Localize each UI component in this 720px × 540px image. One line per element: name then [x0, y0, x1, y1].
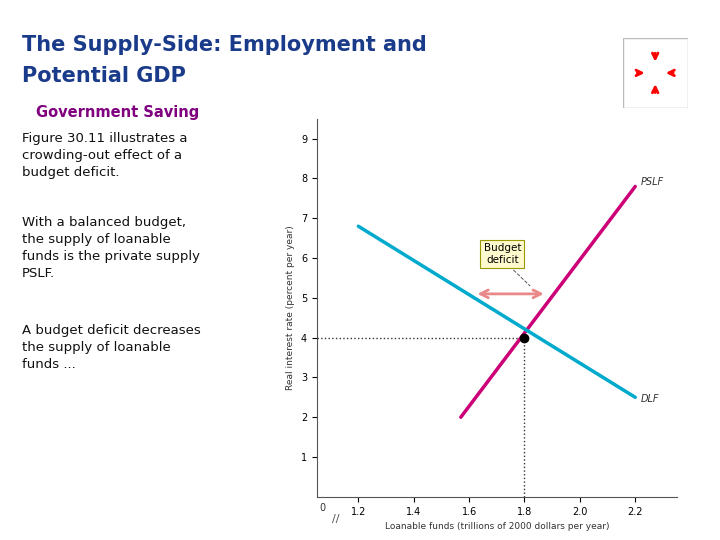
Text: The Supply-Side: Employment and: The Supply-Side: Employment and — [22, 35, 426, 55]
Text: With a balanced budget,
the supply of loanable
funds is the private supply
PSLF.: With a balanced budget, the supply of lo… — [22, 216, 199, 280]
Text: A budget deficit decreases
the supply of loanable
funds ...: A budget deficit decreases the supply of… — [22, 324, 200, 371]
Y-axis label: Real interest rate (percent per year): Real interest rate (percent per year) — [287, 225, 295, 390]
X-axis label: Loanable funds (trillions of 2000 dollars per year): Loanable funds (trillions of 2000 dollar… — [384, 522, 609, 531]
Text: Budget
deficit: Budget deficit — [484, 244, 521, 265]
Text: DLF: DLF — [641, 394, 660, 404]
Text: //: // — [333, 514, 340, 524]
Text: Figure 30.11 illustrates a
crowding-out effect of a
budget deficit.: Figure 30.11 illustrates a crowding-out … — [22, 132, 187, 179]
Text: Potential GDP: Potential GDP — [22, 66, 186, 86]
Text: PSLF: PSLF — [641, 178, 664, 187]
Text: 0: 0 — [319, 503, 325, 513]
Text: Government Saving: Government Saving — [36, 105, 199, 120]
